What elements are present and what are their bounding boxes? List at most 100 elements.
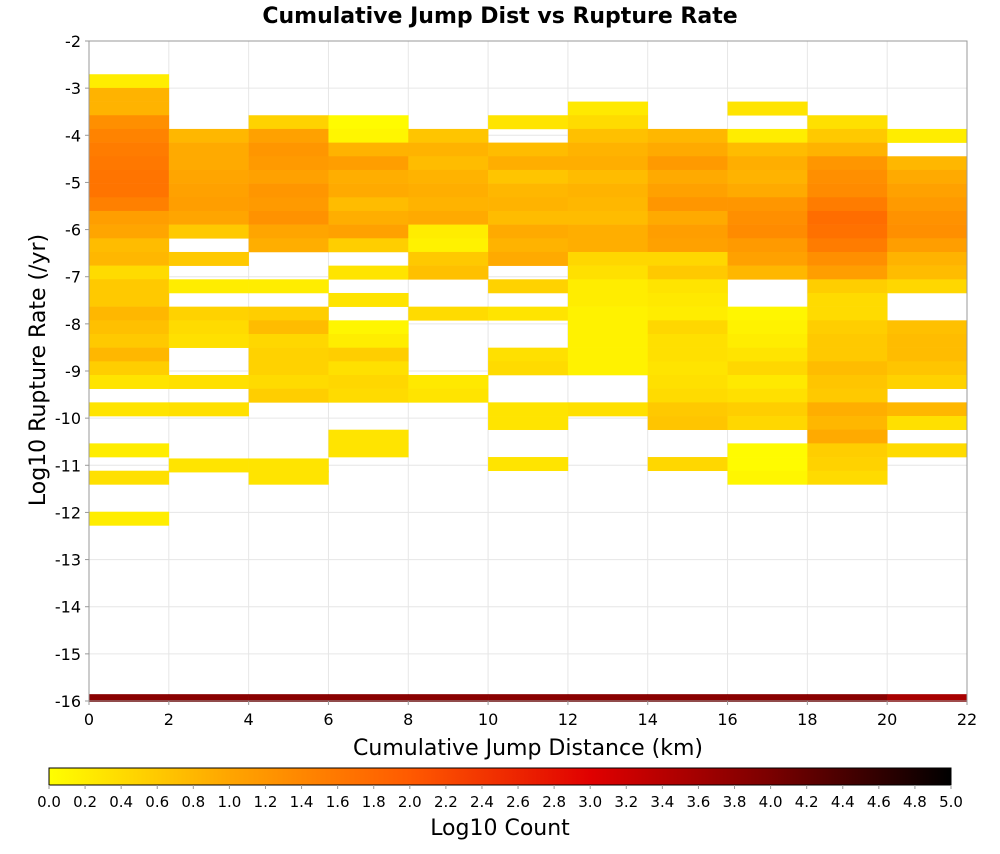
- heatmap-cell: [887, 347, 968, 362]
- floor-band-cell: [727, 694, 808, 702]
- heatmap-cell: [727, 183, 808, 198]
- y-axis-label: Log10 Rupture Rate (/yr): [26, 234, 51, 506]
- heatmap-cell: [647, 197, 728, 212]
- colorbar-tick-label: 1.6: [326, 793, 350, 811]
- floor-band-cell: [408, 694, 489, 702]
- heatmap-cell: [887, 375, 968, 389]
- heatmap-cell: [647, 333, 728, 348]
- x-tick-label: 2: [164, 710, 174, 729]
- x-axis-label: Cumulative Jump Distance (km): [353, 736, 703, 761]
- heatmap-cell: [248, 156, 329, 171]
- heatmap-cell: [727, 128, 808, 143]
- heatmap-cell: [168, 224, 249, 239]
- heatmap-cell: [727, 238, 808, 253]
- heatmap-cell: [89, 156, 170, 171]
- heatmap-cell: [647, 292, 728, 307]
- heatmap-cell: [248, 279, 329, 294]
- heatmap-cell: [727, 197, 808, 212]
- heatmap-cell: [887, 210, 968, 225]
- heatmap-cell: [328, 361, 409, 376]
- heatmap-cell: [248, 333, 329, 348]
- heatmap-cell: [807, 361, 888, 376]
- heatmap-cell: [807, 402, 888, 417]
- heatmap-cell: [89, 183, 170, 198]
- heatmap-cell: [807, 375, 888, 389]
- heatmap-cell: [727, 470, 808, 485]
- y-tick-label: -7: [65, 268, 81, 287]
- heatmap-cell: [567, 115, 649, 130]
- heatmap-cell: [89, 210, 170, 225]
- colorbar-tick-label: 4.4: [831, 793, 855, 811]
- heatmap-cell: [887, 443, 968, 458]
- x-tick-label: 0: [84, 710, 94, 729]
- heatmap-cell: [567, 402, 649, 417]
- heatmap-cell: [168, 251, 249, 266]
- heatmap-cell: [647, 169, 728, 184]
- heatmap-cell: [807, 238, 888, 253]
- heatmap-cell: [647, 265, 728, 280]
- heatmap-cell: [647, 142, 728, 157]
- heatmap-cell: [567, 265, 649, 280]
- heatmap-cell: [488, 402, 569, 417]
- heatmap-cell: [328, 224, 409, 239]
- heatmap-cell: [887, 169, 968, 184]
- heatmap-cells: [89, 74, 968, 702]
- heatmap-cell: [567, 197, 649, 212]
- heatmap-cell: [488, 210, 569, 225]
- colorbar-tick-label: 4.8: [903, 793, 927, 811]
- heatmap-cell: [807, 388, 888, 403]
- x-tick-label: 12: [558, 710, 578, 729]
- heatmap-cell: [727, 306, 808, 321]
- heatmap-cell: [887, 251, 968, 266]
- heatmap-cell: [647, 156, 728, 171]
- y-tick-label: -3: [65, 79, 81, 98]
- heatmap-cell: [887, 361, 968, 376]
- heatmap-cell: [248, 183, 329, 198]
- heatmap-cell: [248, 375, 329, 389]
- heatmap-cell: [807, 457, 888, 472]
- heatmap-cell: [887, 333, 968, 348]
- heatmap-cell: [807, 142, 888, 157]
- heatmap-cell: [488, 306, 569, 321]
- heatmap-cell: [727, 443, 808, 458]
- heatmap-cell: [328, 183, 409, 198]
- heatmap-cell: [168, 156, 249, 171]
- heatmap-cell: [89, 306, 170, 321]
- heatmap-cell: [647, 347, 728, 362]
- heatmap-cell: [328, 429, 409, 444]
- heatmap-cell: [647, 128, 728, 143]
- colorbar: [48, 767, 952, 786]
- heatmap-cell: [807, 279, 888, 294]
- y-tick-label: -5: [65, 173, 81, 192]
- heatmap-cell: [807, 443, 888, 458]
- heatmap-cell: [408, 169, 489, 184]
- heatmap-cell: [168, 142, 249, 157]
- heatmap-cell: [567, 251, 649, 266]
- colorbar-tick-label: 0.2: [73, 793, 97, 811]
- heatmap-cell: [647, 251, 728, 266]
- heatmap-cell: [168, 458, 249, 473]
- heatmap-cell: [887, 402, 968, 417]
- heatmap-cell: [168, 183, 249, 198]
- x-tick-label: 16: [717, 710, 737, 729]
- x-tick-label: 4: [244, 710, 254, 729]
- heatmap-cell: [727, 142, 808, 157]
- heatmap-cell: [647, 306, 728, 321]
- heatmap-cell: [408, 306, 489, 321]
- heatmap-cell: [89, 74, 170, 89]
- heatmap-cell: [727, 388, 808, 403]
- heatmap-cell: [89, 238, 170, 253]
- floor-band-cell: [647, 694, 728, 702]
- y-tick-label: -16: [55, 692, 81, 711]
- heatmap-cell: [488, 251, 569, 266]
- heatmap-cell: [328, 320, 409, 335]
- heatmap-cell: [248, 210, 329, 225]
- heatmap-cell: [408, 265, 489, 280]
- heatmap-cell: [807, 224, 888, 239]
- heatmap-cell: [408, 197, 489, 212]
- heatmap-cell: [887, 238, 968, 253]
- heatmap-cell: [168, 279, 249, 294]
- x-tick-label: 6: [323, 710, 333, 729]
